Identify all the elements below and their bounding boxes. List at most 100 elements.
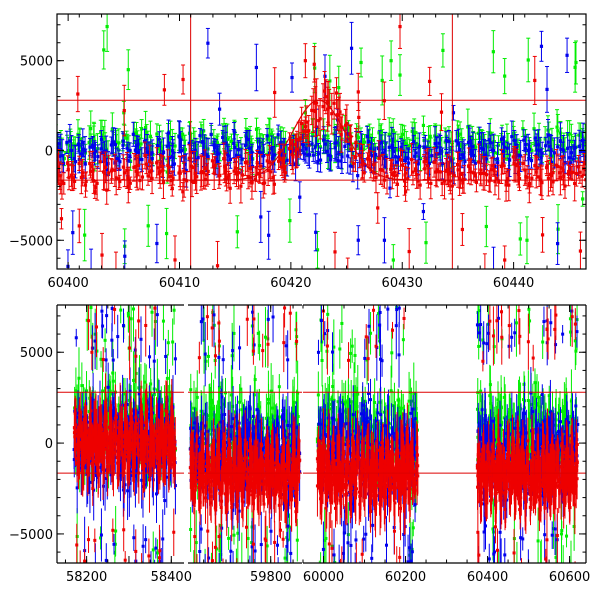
data-marker <box>487 138 491 142</box>
data-marker <box>470 136 474 140</box>
data-marker <box>455 131 459 136</box>
data-marker <box>273 144 278 148</box>
data-point <box>333 231 338 269</box>
data-marker <box>392 174 397 178</box>
data-marker <box>460 153 464 157</box>
data-marker <box>412 139 416 144</box>
data-marker <box>58 174 62 178</box>
data-point <box>215 240 220 269</box>
data-marker <box>556 241 560 246</box>
data-marker <box>307 153 312 157</box>
data-marker <box>155 241 159 246</box>
data-marker <box>283 166 287 170</box>
data-marker <box>423 146 428 150</box>
data-marker <box>533 136 537 140</box>
data-marker <box>469 152 473 156</box>
data-marker <box>115 156 119 161</box>
data-marker <box>259 164 263 168</box>
data-marker <box>94 185 98 190</box>
data-marker <box>103 165 108 169</box>
data-point <box>484 163 489 187</box>
data-marker <box>282 163 286 167</box>
data-marker <box>187 156 191 160</box>
data-marker <box>343 127 347 131</box>
data-marker <box>424 241 428 245</box>
data-marker <box>333 146 337 150</box>
data-point <box>229 133 234 150</box>
data-marker <box>499 137 504 141</box>
data-marker <box>114 176 118 180</box>
data-marker <box>359 60 363 65</box>
data-marker <box>304 120 308 124</box>
data-marker <box>396 148 400 152</box>
data-marker <box>101 170 106 174</box>
data-marker <box>430 154 434 158</box>
data-point <box>114 160 119 196</box>
data-point <box>139 147 144 172</box>
data-point <box>452 165 457 186</box>
data-marker <box>184 168 188 173</box>
data-marker <box>318 145 323 149</box>
data-point <box>122 158 127 188</box>
data-point <box>421 203 426 220</box>
data-marker <box>579 149 583 154</box>
data-marker <box>311 108 315 113</box>
data-marker <box>290 152 294 157</box>
data-marker <box>193 171 197 175</box>
data-marker <box>310 142 314 146</box>
data-marker <box>294 149 298 153</box>
data-marker <box>273 90 277 95</box>
data-marker <box>118 179 122 184</box>
data-point <box>95 144 100 169</box>
data-marker <box>393 155 397 159</box>
data-marker <box>491 50 495 54</box>
data-marker <box>143 153 147 158</box>
data-marker <box>72 156 76 161</box>
data-marker <box>455 162 460 167</box>
data-marker <box>267 233 271 237</box>
data-marker <box>421 209 426 214</box>
data-marker <box>377 131 381 135</box>
data-marker <box>228 148 232 152</box>
data-point <box>70 210 75 255</box>
data-marker <box>479 146 484 150</box>
data-marker <box>168 136 173 140</box>
data-marker <box>387 132 391 136</box>
data-marker <box>259 151 263 155</box>
data-marker <box>111 140 115 144</box>
data-point <box>250 172 255 192</box>
data-point <box>380 55 385 106</box>
data-marker <box>304 147 308 151</box>
data-marker <box>289 150 293 154</box>
data-marker <box>479 168 483 172</box>
data-marker <box>391 128 395 133</box>
data-marker <box>391 258 395 262</box>
data-marker <box>148 134 153 138</box>
data-marker <box>460 143 464 147</box>
data-marker <box>574 60 578 65</box>
data-marker <box>145 150 149 154</box>
data-marker <box>407 249 411 254</box>
data-marker <box>240 173 245 177</box>
data-marker <box>473 173 477 178</box>
data-point <box>474 172 479 193</box>
data-point <box>545 66 550 113</box>
data-marker <box>332 101 336 105</box>
data-marker <box>441 48 445 52</box>
data-marker <box>178 171 182 175</box>
data-marker <box>434 145 439 149</box>
data-point <box>328 148 333 172</box>
data-marker <box>508 158 512 162</box>
data-marker <box>374 153 378 157</box>
data-marker <box>239 154 243 158</box>
data-point <box>355 161 360 190</box>
data-marker <box>249 155 253 159</box>
data-point <box>306 114 311 147</box>
data-marker <box>110 127 114 131</box>
data-marker <box>248 167 252 171</box>
data-marker <box>233 145 237 150</box>
data-marker <box>402 141 406 146</box>
data-marker <box>563 161 567 165</box>
data-marker <box>422 160 426 164</box>
data-marker <box>517 150 522 154</box>
